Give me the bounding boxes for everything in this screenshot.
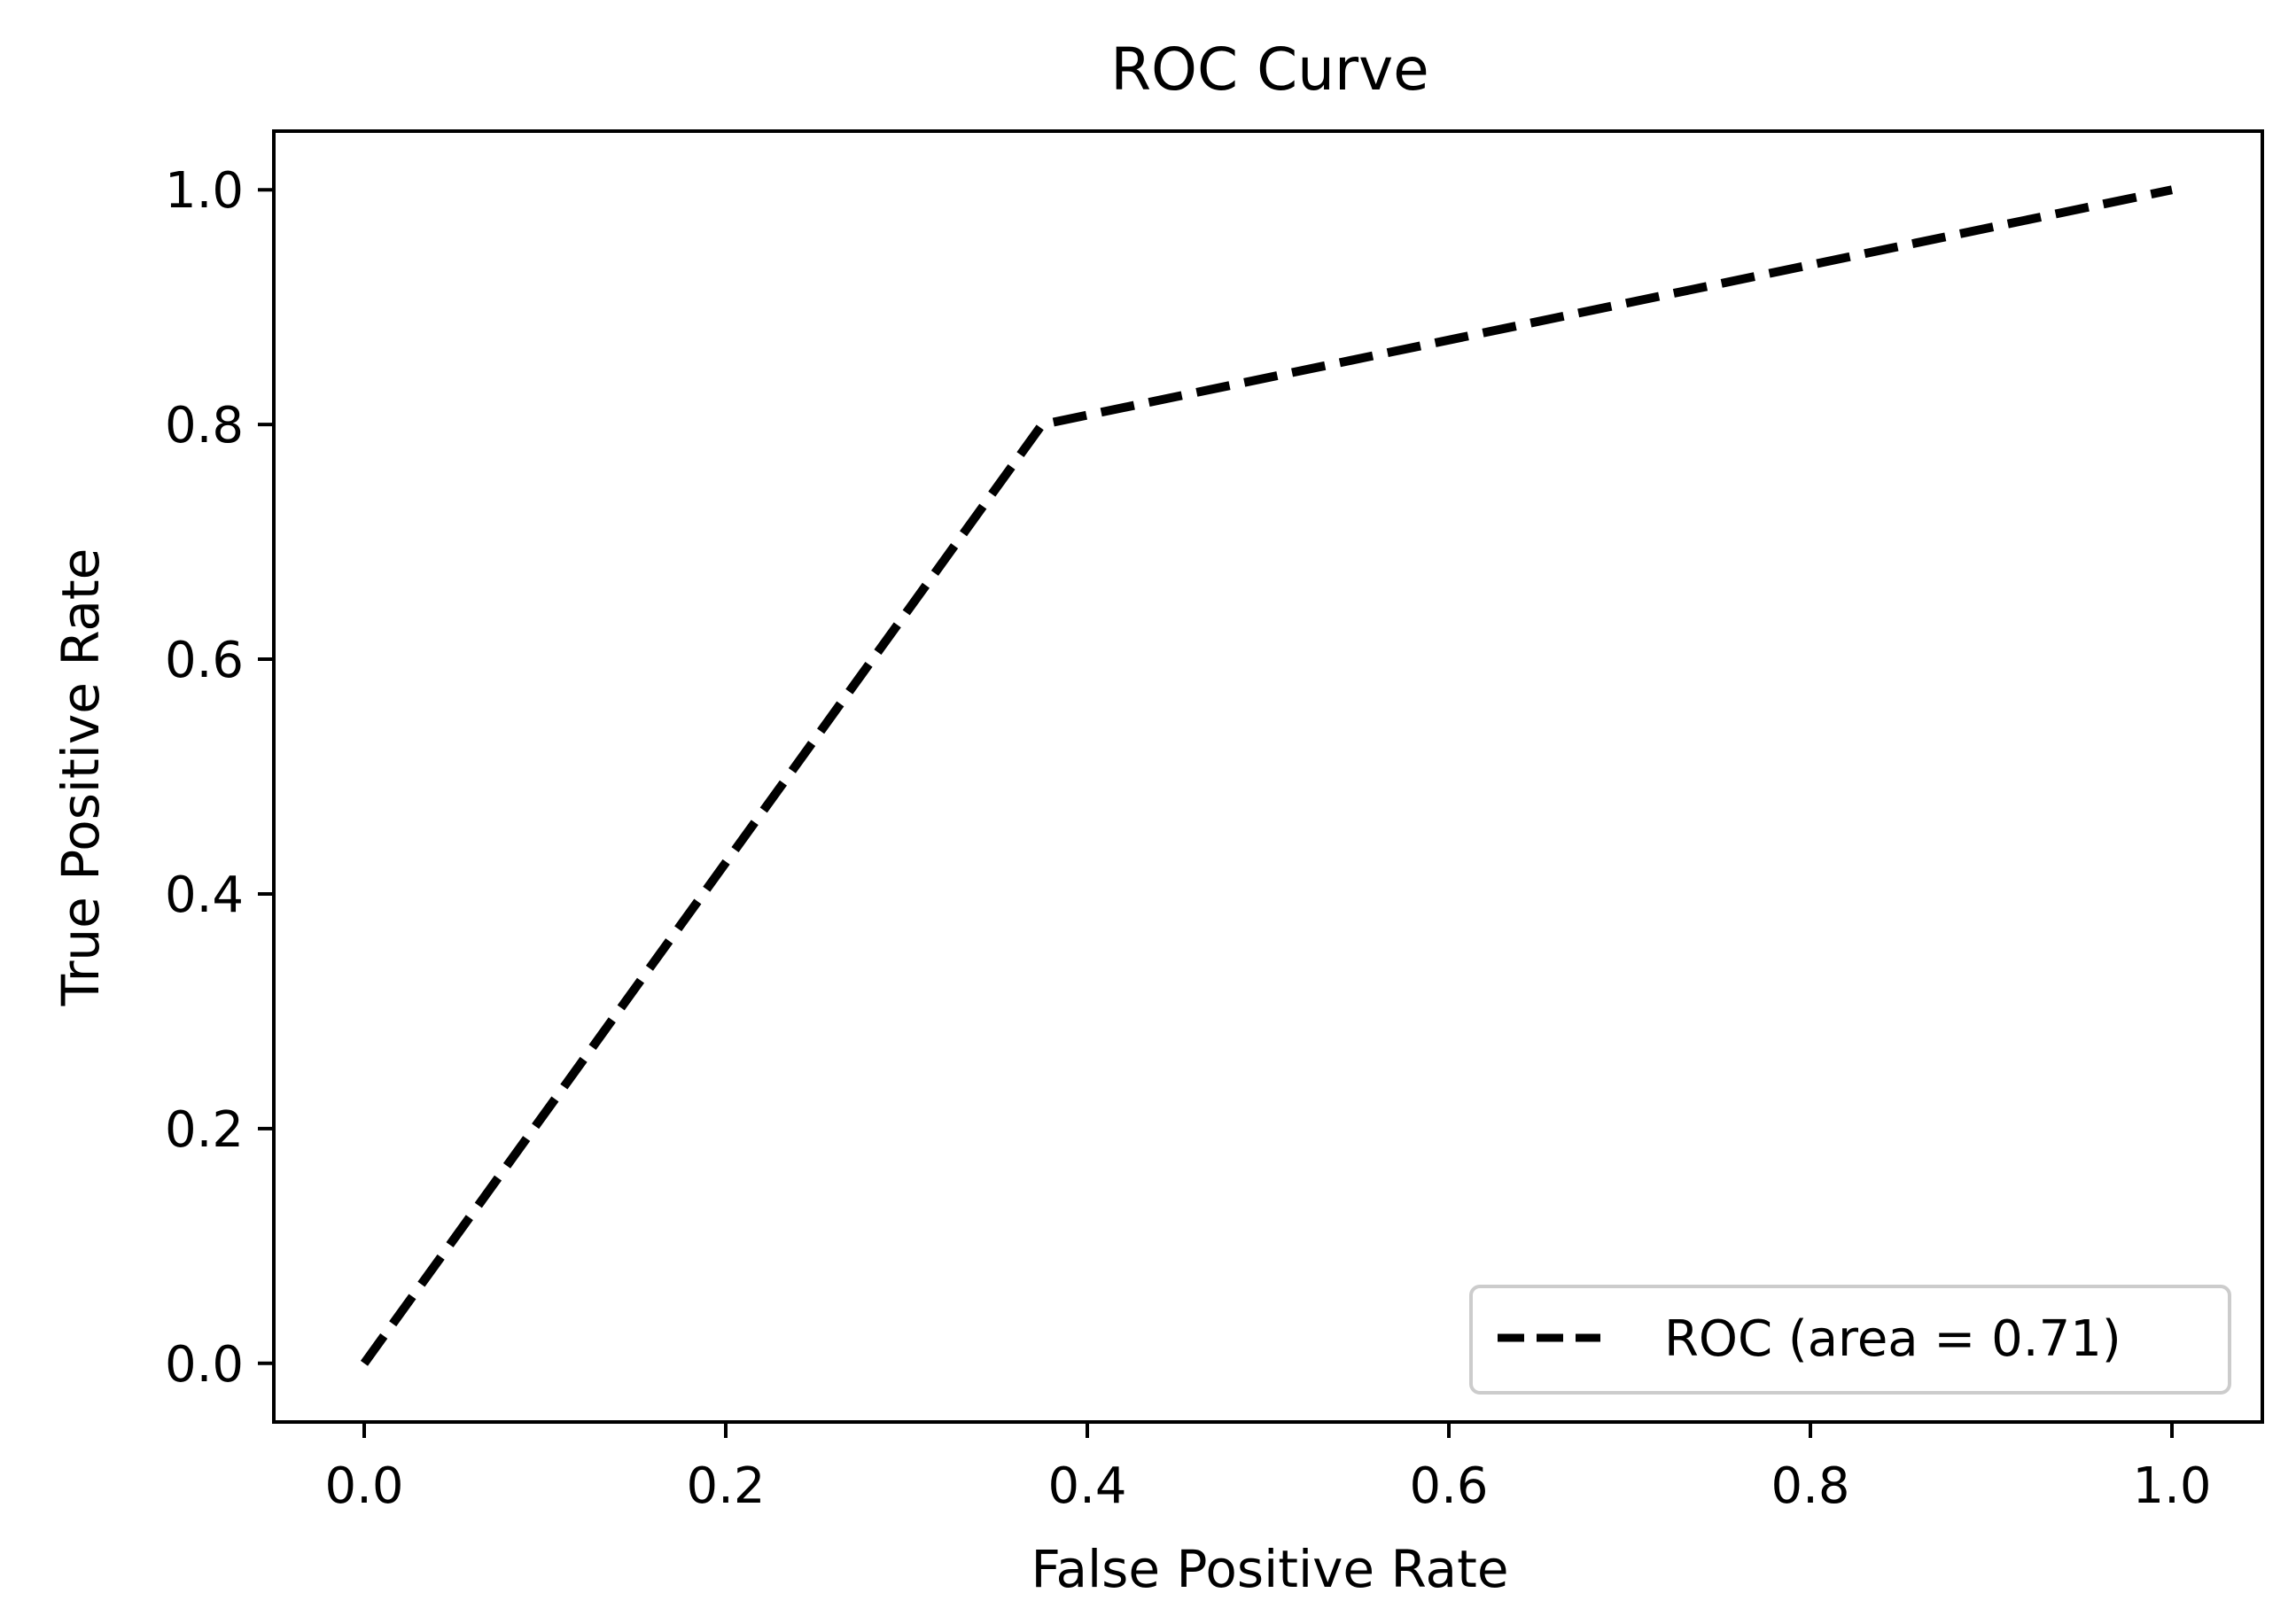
legend: ROC (area = 0.71) [1469, 1285, 2231, 1395]
x-tick-label: 0.8 [1771, 1457, 1849, 1515]
plot-frame [272, 129, 2264, 1424]
x-tick-label: 0.2 [686, 1457, 765, 1515]
y-tick-label: 0.2 [165, 1101, 244, 1159]
chart-title: ROC Curve [1110, 35, 1429, 104]
roc-series-line [360, 185, 2174, 1366]
legend-box [1469, 1285, 2231, 1395]
x-axis-title: False Positive Rate [1031, 1539, 1508, 1599]
y-tick-label: 0.4 [165, 866, 244, 924]
legend-label: ROC (area = 0.71) [1664, 1310, 2121, 1368]
x-axis: 0.0 0.2 0.4 0.6 0.8 1.0 [324, 1422, 2212, 1515]
y-axis: 0.0 0.2 0.4 0.6 0.8 1.0 [165, 162, 274, 1394]
y-tick-label: 1.0 [165, 162, 244, 220]
y-tick-label: 0.0 [165, 1336, 244, 1394]
x-tick-label: 0.0 [324, 1457, 403, 1515]
y-tick-label: 0.8 [165, 397, 244, 455]
y-tick-label: 0.6 [165, 632, 244, 689]
x-tick-label: 0.4 [1047, 1457, 1126, 1515]
plot-area [272, 129, 2264, 1424]
x-tick-label: 1.0 [2132, 1457, 2211, 1515]
series-layer [360, 185, 2174, 1366]
x-tick-label: 0.6 [1409, 1457, 1488, 1515]
y-axis-title: True Positive Rate [51, 548, 111, 1007]
